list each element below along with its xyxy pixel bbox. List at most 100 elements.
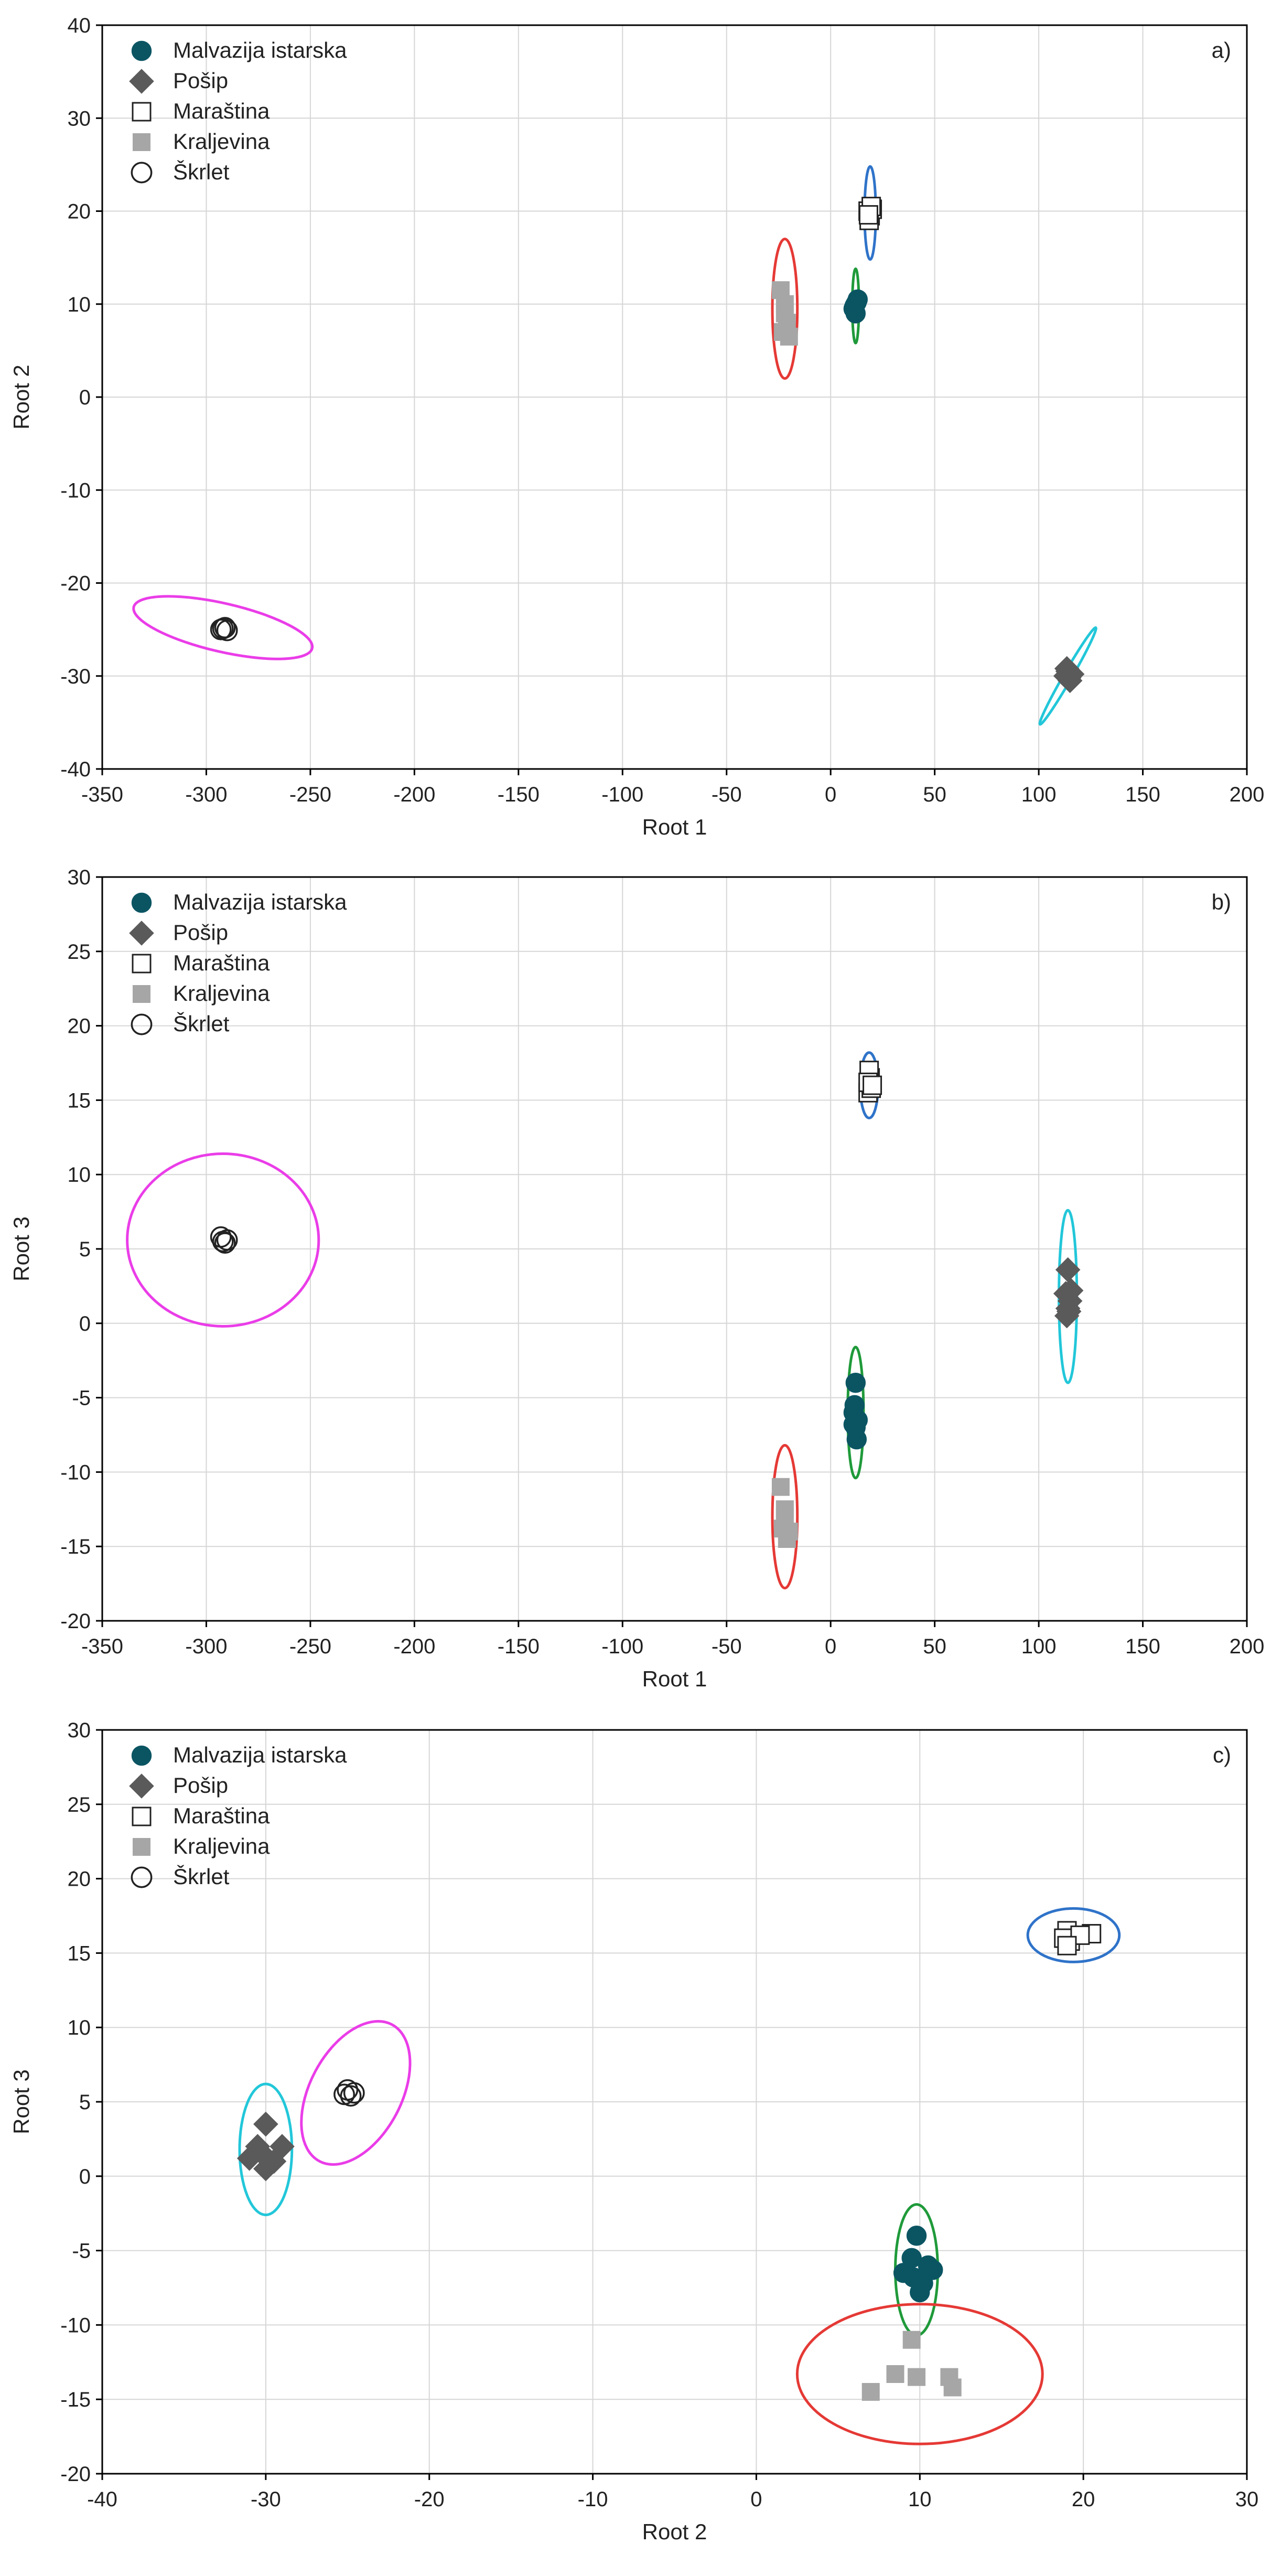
x-tick-label: 0 (825, 783, 836, 806)
data-point-kraljevina (775, 1500, 794, 1519)
y-tick-label: -5 (72, 2240, 91, 2263)
legend-label-marastina: Maraština (173, 950, 270, 975)
y-tick-label: 25 (68, 1793, 91, 1816)
x-tick-label: -200 (393, 1635, 435, 1658)
data-point-kraljevina (861, 2383, 880, 2401)
confidence-ellipse-marastina (1026, 1907, 1121, 1963)
y-tick-label: 10 (68, 2016, 91, 2039)
data-point-posip (253, 2156, 278, 2182)
legend-label-skrlet: Škrlet (173, 1864, 230, 1889)
legend-marker-posip (129, 69, 154, 94)
y-tick-label: 0 (79, 386, 91, 409)
legend-marker-kraljevina (133, 1838, 150, 1856)
legend-marker-kraljevina (133, 985, 150, 1003)
y-tick-label: -20 (60, 2463, 91, 2486)
y-tick-label: 30 (68, 1719, 91, 1742)
y-axis-label: Root 2 (9, 365, 34, 430)
data-point-kraljevina (771, 1478, 790, 1496)
y-tick-label: 10 (68, 1163, 91, 1187)
y-tick-label: 30 (68, 866, 91, 889)
y-tick-label: -20 (60, 1610, 91, 1633)
confidence-ellipse-skrlet (126, 1152, 320, 1328)
x-tick-label: -50 (712, 1635, 742, 1658)
data-point-posip (250, 2141, 275, 2167)
panel-label: b) (1212, 890, 1231, 914)
x-tick-label: 200 (1230, 783, 1265, 806)
data-point-kraljevina (908, 2368, 926, 2386)
y-tick-label: 40 (68, 14, 91, 37)
legend-marker-posip (129, 1773, 154, 1799)
x-tick-label: -350 (81, 783, 123, 806)
data-point-kraljevina (943, 2378, 962, 2397)
y-axis-label: Root 3 (9, 2069, 34, 2134)
data-point-malvazija-istarska (843, 1414, 864, 1435)
x-tick-label: -200 (393, 783, 435, 806)
x-axis-label: Root 2 (642, 2519, 707, 2544)
data-point-malvazija-istarska (923, 2260, 943, 2280)
confidence-ellipse-kraljevina (795, 2303, 1044, 2445)
data-point-posip (1054, 656, 1080, 681)
data-point-skrlet (212, 1231, 234, 1253)
data-point-malvazija-istarska (844, 1395, 865, 1415)
y-tick-label: -10 (60, 479, 91, 502)
x-tick-label: 50 (923, 1635, 946, 1658)
legend-label-posip: Pošip (173, 920, 228, 945)
x-tick-label: -300 (185, 1635, 227, 1658)
x-tick-label: -300 (185, 783, 227, 806)
x-tick-label: 20 (1072, 2488, 1095, 2511)
y-axis-label: Root 3 (9, 1216, 34, 1281)
x-axis-label: Root 1 (642, 815, 707, 839)
legend-label-posip: Pošip (173, 68, 228, 93)
y-tick-label: -10 (60, 1461, 91, 1484)
y-tick-label: 30 (68, 107, 91, 130)
legend-label-skrlet: Škrlet (173, 1011, 230, 1036)
chart-panel-1: -350 -300 -250 -200 -150 -100 -50 0 50 100 150 200-… (9, 14, 1264, 839)
data-point-posip (1058, 1278, 1084, 1303)
confidence-ellipse-skrlet (132, 595, 314, 660)
legend-marker-posip (129, 921, 154, 946)
data-point-kraljevina (775, 304, 794, 323)
x-tick-label: -150 (498, 783, 540, 806)
y-tick-label: -40 (60, 758, 91, 781)
x-tick-label: -50 (712, 783, 742, 806)
x-tick-label: 50 (923, 783, 946, 806)
legend-marker-marastina (132, 954, 152, 974)
legend-marker-malvazija-istarska (131, 1745, 152, 1766)
x-tick-label: 200 (1230, 1635, 1265, 1658)
data-point-kraljevina (780, 1522, 798, 1541)
panel-label: c) (1213, 1743, 1231, 1767)
panel-label: a) (1212, 38, 1231, 62)
confidence-ellipse-kraljevina (771, 238, 799, 380)
data-point-posip (253, 2111, 278, 2137)
data-point-kraljevina (902, 2331, 921, 2349)
data-point-malvazija-istarska (893, 2262, 914, 2283)
legend-label-malvazija-istarska: Malvazija istarska (173, 890, 347, 914)
data-point-skrlet (333, 2083, 355, 2105)
legend-label-kraljevina: Kraljevina (173, 129, 270, 154)
legend-label-malvazija-istarska: Malvazija istarska (173, 1743, 347, 1767)
x-tick-label: 30 (1235, 2488, 1259, 2511)
legend-label-kraljevina: Kraljevina (173, 1834, 270, 1858)
legend-marker-kraljevina (133, 133, 150, 151)
data-point-posip (1056, 1299, 1082, 1324)
y-tick-label: 15 (68, 1942, 91, 1965)
x-tick-label: -20 (414, 2488, 445, 2511)
legend-marker-malvazija-istarska (131, 40, 152, 61)
data-point-marastina (1057, 1936, 1077, 1955)
x-tick-label: -250 (289, 1635, 331, 1658)
confidence-ellipse-posip (238, 2082, 294, 2217)
x-tick-label: -100 (601, 1635, 643, 1658)
data-point-skrlet (214, 1232, 236, 1254)
data-point-marastina (863, 1075, 882, 1095)
legend-label-marastina: Maraština (173, 99, 270, 123)
x-tick-label: -10 (578, 2488, 608, 2511)
y-tick-label: -15 (60, 2388, 91, 2411)
y-tick-label: -30 (60, 665, 91, 688)
y-tick-label: 20 (68, 200, 91, 223)
y-tick-label: -10 (60, 2314, 91, 2337)
x-tick-label: 0 (825, 1635, 836, 1658)
legend-marker-skrlet (131, 162, 153, 184)
data-point-marastina (858, 205, 878, 225)
